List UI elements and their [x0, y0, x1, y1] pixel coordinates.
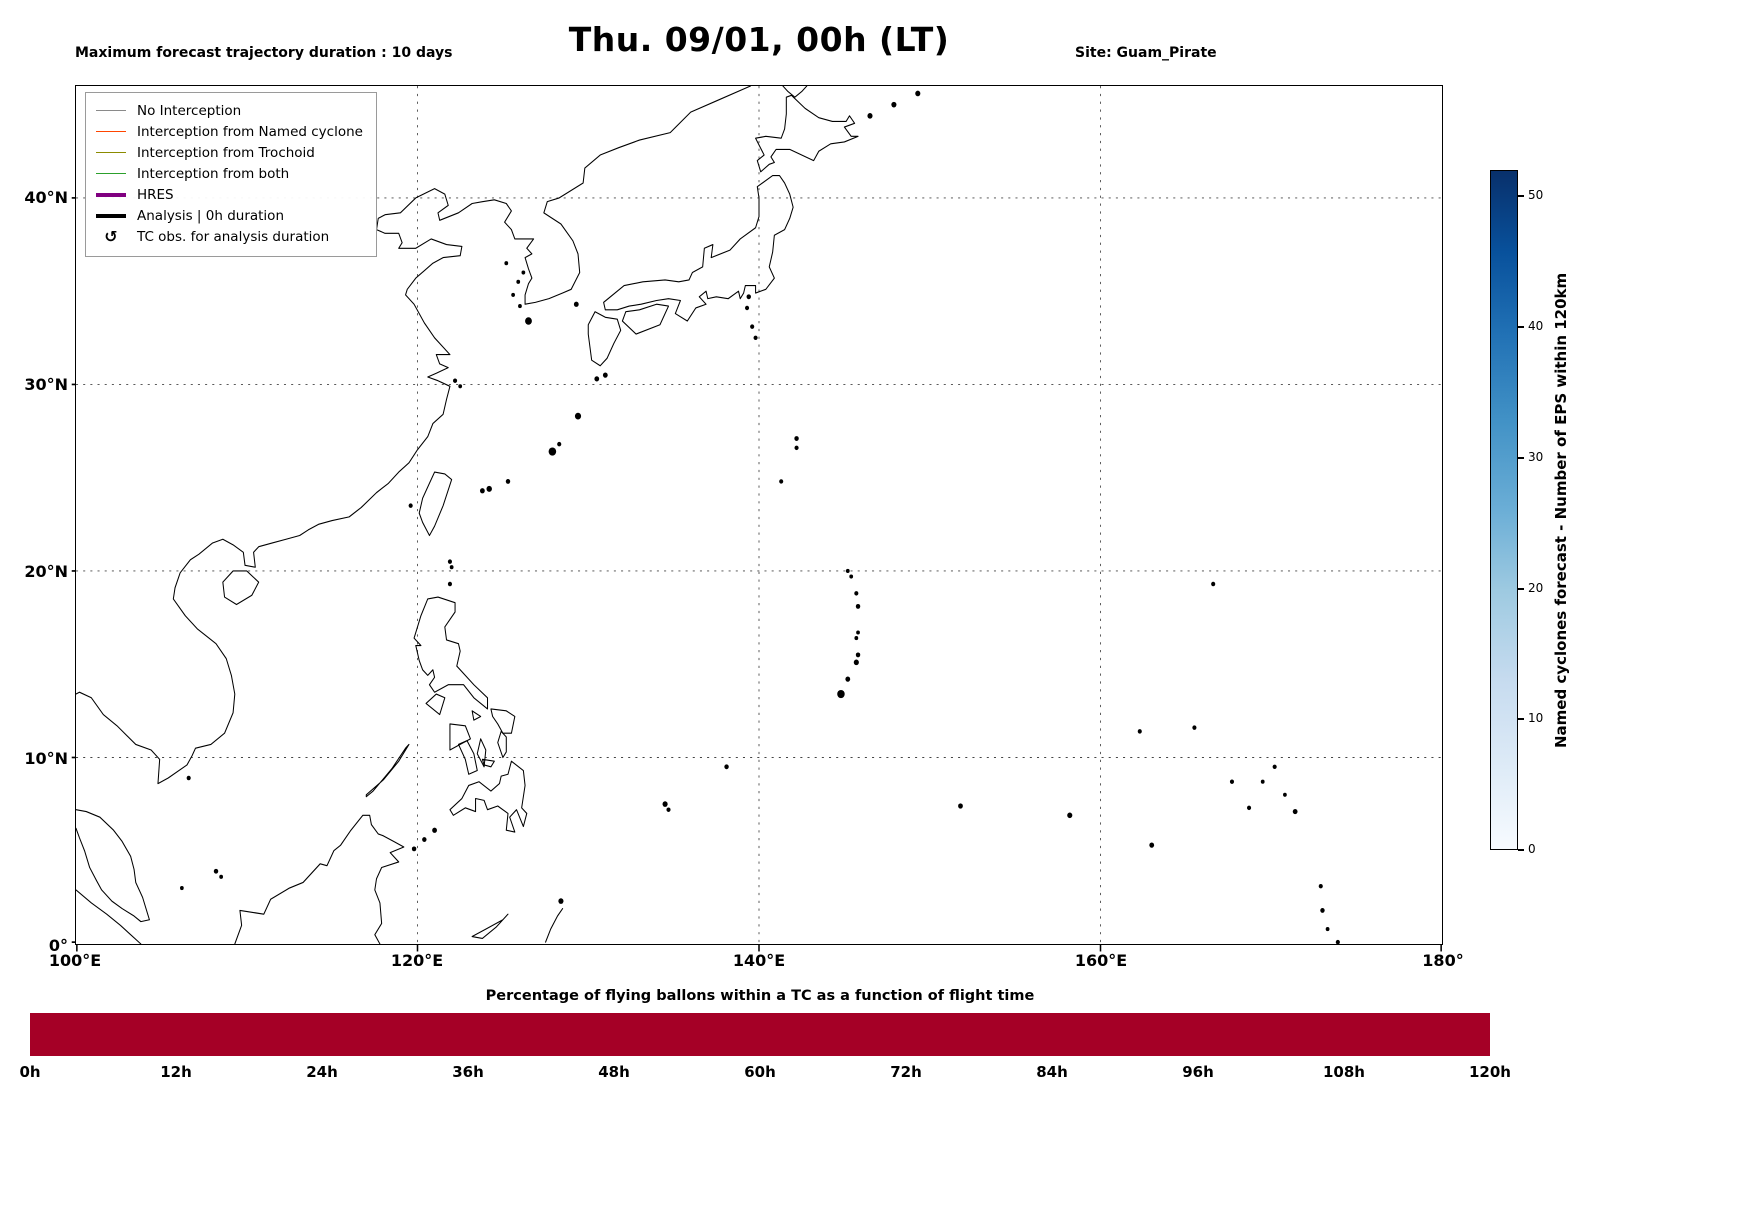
legend-item-analysis: Analysis | 0h duration — [96, 205, 363, 226]
coast-leyte — [497, 730, 507, 759]
legend-item-no-interception: No Interception — [96, 100, 363, 121]
colorbar-tick-label: 0 — [1528, 842, 1536, 856]
coast-malay-peninsula — [75, 809, 150, 923]
coast-mainland-asia — [75, 85, 751, 785]
legend-item-tc-obs: ↺ TC obs. for analysis duration — [96, 226, 363, 247]
colorbar-tick-mark — [1518, 588, 1524, 590]
legend-label: Analysis | 0h duration — [137, 207, 284, 224]
coast-halmahera-tip — [545, 908, 564, 943]
coast-luzon — [413, 596, 489, 710]
colorbar-tick-label: 30 — [1528, 450, 1544, 464]
legend-label: Interception from both — [137, 165, 290, 182]
colorbar-tick-label: 10 — [1528, 711, 1544, 725]
axis-ticks — [71, 197, 1442, 952]
strip-tick-label: 72h — [890, 1063, 922, 1081]
cyclone-obs-icon: ↺ — [104, 226, 118, 246]
legend-label: TC obs. for analysis duration — [137, 228, 330, 245]
coast-kyushu — [587, 311, 622, 367]
coast-mindanao — [449, 760, 528, 833]
coast-bohol — [481, 758, 495, 768]
coast-negros — [457, 740, 478, 775]
colorbar-tick-label: 50 — [1528, 188, 1544, 202]
legend-line-swatch — [96, 213, 126, 218]
coast-sakhalin-tip — [782, 85, 808, 98]
strip-tick-label: 48h — [598, 1063, 630, 1081]
figure-title: Thu. 09/01, 00h (LT) — [568, 20, 950, 59]
x-tick-label: 160°E — [1074, 951, 1128, 970]
legend-item-hres: HRES — [96, 184, 363, 205]
legend-line-swatch — [96, 110, 126, 111]
colorbar-tick-label: 40 — [1528, 319, 1544, 333]
coast-sumatra — [75, 889, 142, 945]
colorbar-tick-mark — [1518, 457, 1524, 459]
x-tick-label: 100°E — [48, 951, 102, 970]
coast-mindoro — [425, 693, 446, 716]
legend-item-both: Interception from both — [96, 163, 363, 184]
strip-tick-label: 60h — [744, 1063, 776, 1081]
map-legend: No Interception Interception from Named … — [85, 92, 377, 257]
colorbar-tick-mark — [1518, 326, 1524, 328]
strip-tick-label: 120h — [1469, 1063, 1511, 1081]
strip-chart-title: Percentage of flying ballons within a TC… — [485, 988, 1035, 1004]
coast-samar — [490, 708, 516, 734]
y-tick-label: 30°N — [24, 375, 68, 394]
legend-line-swatch — [96, 152, 126, 153]
legend-label: HRES — [137, 186, 174, 203]
strip-tick-label: 24h — [306, 1063, 338, 1081]
param-line: Maximum forecast trajectory duration : 1… — [75, 44, 453, 61]
y-tick-label: 20°N — [24, 562, 68, 581]
coast-honshu — [603, 174, 794, 322]
coast-shikoku — [621, 303, 670, 335]
y-tick-label: 0° — [48, 936, 68, 955]
coast-hainan — [222, 570, 260, 606]
coast-sulawesi-tip — [471, 913, 509, 939]
strip-tick-label: 84h — [1036, 1063, 1068, 1081]
legend-line-swatch — [96, 131, 126, 132]
coast-borneo — [234, 814, 405, 945]
coastline-map-svg — [71, 85, 1442, 952]
x-tick-label: 140°E — [732, 951, 786, 970]
island-dots — [179, 90, 1340, 945]
coastlines — [75, 85, 859, 945]
legend-line-swatch — [96, 173, 126, 174]
strip-chart-bar — [30, 1013, 1490, 1056]
strip-tick-label: 96h — [1182, 1063, 1214, 1081]
x-tick-label: 120°E — [390, 951, 444, 970]
coast-cebu — [476, 738, 487, 768]
colorbar-tick-mark — [1518, 849, 1524, 851]
y-tick-label: 10°N — [24, 749, 68, 768]
legend-label: No Interception — [137, 102, 242, 119]
legend-label: Interception from Trochoid — [137, 144, 315, 161]
strip-tick-label: 108h — [1323, 1063, 1365, 1081]
strip-tick-label: 36h — [452, 1063, 484, 1081]
coast-masbate — [471, 710, 482, 721]
colorbar-tick-mark — [1518, 195, 1524, 197]
coast-panay — [449, 723, 471, 751]
legend-item-named-cyclone: Interception from Named cyclone — [96, 121, 363, 142]
colorbar — [1490, 170, 1518, 850]
y-tick-label: 40°N — [24, 188, 68, 207]
legend-item-trochoid: Interception from Trochoid — [96, 142, 363, 163]
colorbar-axis-label: Named cyclones forecast - Number of EPS … — [1552, 272, 1570, 748]
coast-hokkaido — [755, 94, 859, 173]
colorbar-tick-label: 20 — [1528, 581, 1544, 595]
strip-tick-label: 12h — [160, 1063, 192, 1081]
coast-palawan — [365, 743, 410, 798]
map-axes: No Interception Interception from Named … — [71, 85, 1443, 952]
legend-label: Interception from Named cyclone — [137, 123, 363, 140]
x-tick-label: 180° — [1422, 951, 1464, 970]
colorbar-tick-mark — [1518, 718, 1524, 720]
coast-taiwan — [418, 471, 453, 537]
legend-line-swatch — [96, 192, 126, 197]
site-line: Site: Guam_Pirate — [1075, 44, 1217, 61]
strip-tick-label: 0h — [19, 1063, 41, 1081]
